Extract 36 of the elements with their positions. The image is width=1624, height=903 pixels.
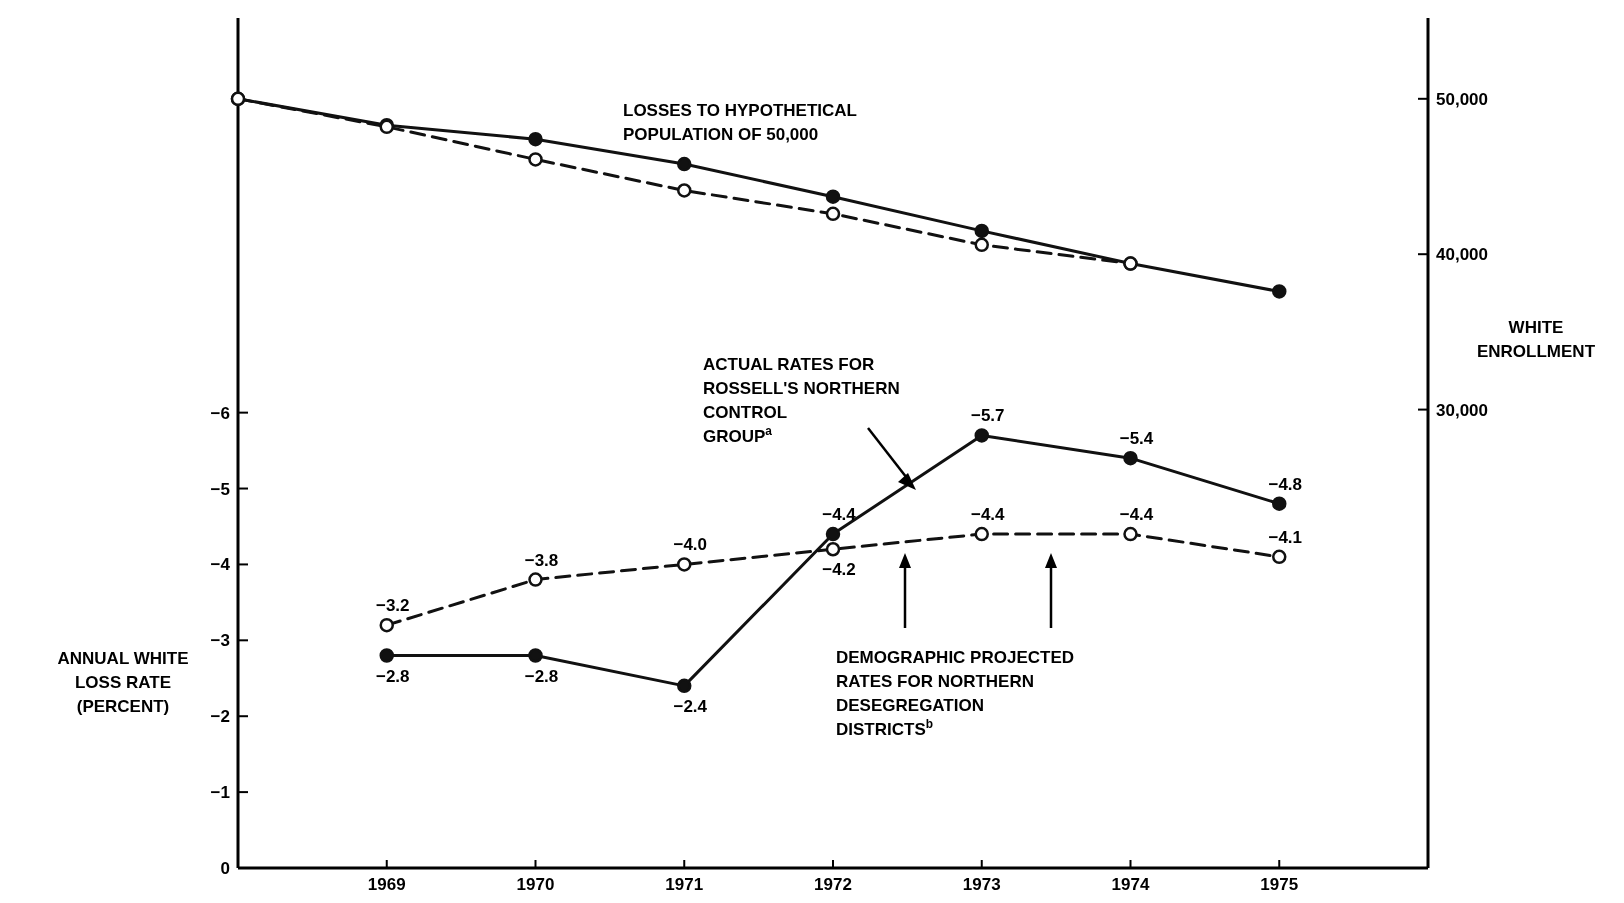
data-label: −2.4 bbox=[673, 696, 708, 716]
x-tick-label: 1970 bbox=[516, 875, 555, 894]
x-tick-label: 1974 bbox=[1111, 875, 1150, 894]
y2-axis-title: WHITE ENROLLMENT bbox=[1476, 318, 1596, 361]
data-label: −4.4 bbox=[1119, 505, 1154, 525]
y-tick-label: −5 bbox=[210, 479, 230, 499]
data-label: −5.7 bbox=[970, 406, 1005, 426]
data-label: −2.8 bbox=[375, 666, 410, 686]
x-tick-label: 1972 bbox=[814, 875, 852, 894]
y-tick-label: −1 bbox=[210, 783, 230, 803]
y2-tick-label: 50,000 bbox=[1436, 89, 1488, 109]
y2-tick-label: 40,000 bbox=[1436, 245, 1488, 265]
y2-tick-label: 30,000 bbox=[1436, 400, 1488, 420]
data-label: −4.0 bbox=[673, 535, 708, 555]
data-label: −4.4 bbox=[822, 505, 857, 525]
y-axis-title: ANNUAL WHITE LOSS RATE (PERCENT) bbox=[57, 649, 189, 716]
data-label: −3.8 bbox=[524, 550, 559, 570]
x-tick-label: 1969 bbox=[367, 875, 406, 894]
x-tick-label: 1975 bbox=[1260, 875, 1299, 894]
x-tick-label: 1973 bbox=[962, 875, 1001, 894]
x-tick-label: 1971 bbox=[665, 875, 704, 894]
y-tick-label: −2 bbox=[210, 707, 230, 727]
data-label: −4.8 bbox=[1268, 474, 1303, 494]
annotation: ACTUAL RATES FOR ROSSELL'S NORTHERN CONTROL GROUP$^{a}$ bbox=[703, 355, 900, 446]
data-label: −5.4 bbox=[1119, 429, 1154, 449]
y-tick-label: −3 bbox=[210, 631, 230, 651]
y-tick-label: −6 bbox=[210, 403, 230, 423]
data-label: −4.1 bbox=[1268, 527, 1303, 547]
data-label: −4.4 bbox=[970, 505, 1006, 525]
annotation: DEMOGRAPHIC PROJECTED RATES FOR NORTHERN DESEGREGATION DISTRICTS$^{b}$ bbox=[836, 648, 1075, 739]
data-label: −2.8 bbox=[524, 666, 559, 686]
data-label: −4.2 bbox=[822, 560, 856, 580]
annotation: LOSSES TO HYPOTHETICAL POPULATION OF 50,000 bbox=[623, 101, 857, 144]
y-tick-label: 0 bbox=[220, 859, 230, 878]
y-tick-label: −4 bbox=[210, 555, 231, 575]
data-label: −3.2 bbox=[375, 596, 410, 616]
